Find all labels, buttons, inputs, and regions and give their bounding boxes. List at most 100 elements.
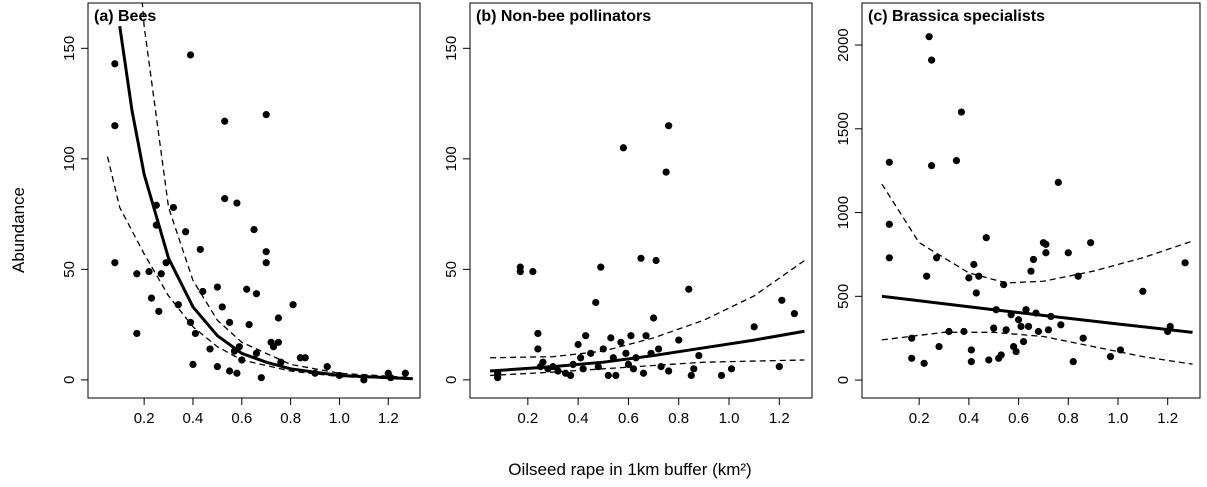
point xyxy=(554,367,562,375)
point xyxy=(1042,249,1050,257)
y-tick-label: 100 xyxy=(443,146,460,171)
point xyxy=(1022,306,1030,314)
point xyxy=(923,272,931,280)
point xyxy=(652,256,660,265)
point xyxy=(649,314,658,322)
point xyxy=(169,203,178,212)
x-tick-label: 1.2 xyxy=(1157,410,1178,427)
point xyxy=(982,234,990,242)
x-tick-label: 1.0 xyxy=(719,410,740,427)
point xyxy=(529,267,537,276)
y-tick-label: 50 xyxy=(61,261,78,278)
point xyxy=(262,259,270,267)
point xyxy=(1044,326,1052,334)
point xyxy=(885,220,893,228)
x-tick-label: 0.4 xyxy=(568,410,589,427)
y-tick-label: 0 xyxy=(61,376,78,384)
point xyxy=(965,274,973,282)
point xyxy=(642,332,650,340)
point xyxy=(622,349,630,357)
fit-line xyxy=(118,25,413,381)
point xyxy=(1014,316,1023,324)
point xyxy=(269,343,278,351)
point xyxy=(1139,287,1147,295)
point xyxy=(162,259,170,267)
point xyxy=(1069,358,1077,366)
x-tick-label: 0.8 xyxy=(280,410,301,427)
point xyxy=(717,371,726,380)
plot-frame xyxy=(87,2,421,399)
point xyxy=(218,303,226,311)
point xyxy=(967,346,975,354)
point xyxy=(885,158,893,166)
plot-area xyxy=(881,33,1193,367)
point xyxy=(157,270,165,278)
x-axis-label: Oilseed rape in 1km buffer (km²) xyxy=(508,460,751,479)
point xyxy=(665,367,673,375)
point xyxy=(1017,322,1025,331)
point xyxy=(582,332,590,340)
x-tick-label: 1.0 xyxy=(1108,410,1129,427)
point xyxy=(885,254,893,262)
point xyxy=(277,358,285,366)
point xyxy=(592,298,600,307)
point xyxy=(932,254,941,262)
point xyxy=(206,345,214,353)
point xyxy=(233,199,241,207)
point xyxy=(577,354,585,362)
y-tick-label: 2000 xyxy=(835,28,852,61)
point xyxy=(539,358,547,366)
plot-frame xyxy=(469,2,813,399)
x-tick-label: 1.2 xyxy=(378,410,399,427)
point xyxy=(323,363,331,371)
point xyxy=(957,108,966,116)
point xyxy=(1024,322,1033,331)
point xyxy=(221,117,229,125)
point xyxy=(274,314,283,322)
point xyxy=(1064,249,1072,257)
point xyxy=(637,254,645,262)
point xyxy=(111,60,119,68)
point xyxy=(191,329,200,338)
confidence-line xyxy=(881,183,1193,284)
confidence-line xyxy=(106,156,413,380)
point xyxy=(612,371,620,380)
point xyxy=(960,327,968,336)
y-tick-label: 1000 xyxy=(835,196,852,229)
y-tick-label: 100 xyxy=(61,146,78,171)
point xyxy=(685,285,693,293)
point xyxy=(196,245,204,254)
point xyxy=(243,285,251,293)
confidence-line xyxy=(490,259,805,359)
point xyxy=(945,327,953,336)
point xyxy=(778,296,786,304)
point xyxy=(574,340,582,349)
point xyxy=(665,122,673,130)
point xyxy=(617,338,625,346)
x-tick-label: 0.6 xyxy=(1008,410,1029,427)
point xyxy=(1012,347,1020,356)
point xyxy=(111,122,119,130)
plot-area xyxy=(490,122,805,382)
point xyxy=(624,360,633,369)
point xyxy=(597,263,605,271)
point xyxy=(534,329,542,338)
y-tick-label: 1500 xyxy=(835,112,852,145)
point xyxy=(252,349,261,357)
x-tick-label: 1.0 xyxy=(329,410,350,427)
point xyxy=(655,345,663,353)
point xyxy=(619,144,627,152)
point xyxy=(225,318,234,327)
point xyxy=(775,363,783,371)
point xyxy=(147,294,156,302)
point xyxy=(245,321,253,329)
point xyxy=(516,267,524,276)
point xyxy=(935,342,943,351)
panel-title: (b) Non-bee pollinators xyxy=(476,8,651,25)
point xyxy=(990,324,998,332)
x-tick-label: 0.4 xyxy=(183,410,204,427)
point xyxy=(908,354,916,362)
fit-line xyxy=(490,329,805,373)
x-tick-label: 0.8 xyxy=(668,410,689,427)
